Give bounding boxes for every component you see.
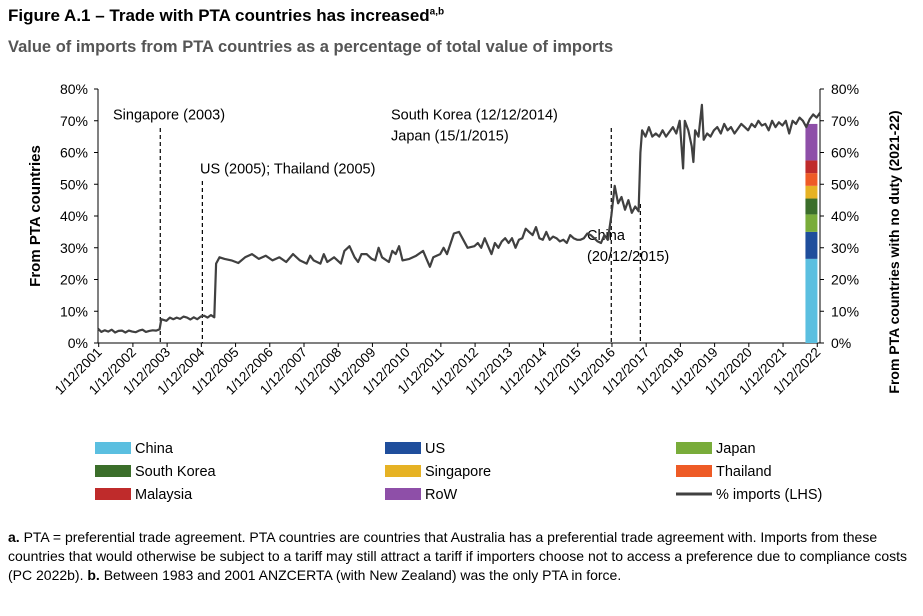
figure-subtitle: Value of imports from PTA countries as a… <box>8 38 614 56</box>
legend-swatch-us <box>385 442 421 454</box>
annotation-label: South Korea (12/12/2014) <box>391 107 558 123</box>
legend-label-row: RoW <box>425 487 458 503</box>
legend-swatch-singapore <box>385 465 421 477</box>
y-tick-label-right: 30% <box>831 240 859 256</box>
y-tick-label-left: 0% <box>68 335 88 351</box>
legend-label-singapore: Singapore <box>425 464 491 480</box>
legend-swatch-south-korea <box>95 465 131 477</box>
stacked-bar-group <box>805 123 818 343</box>
figure-title-text: Figure A.1 – Trade with PTA countries ha… <box>8 6 430 25</box>
y-tick-label-left: 10% <box>60 303 88 319</box>
annotation-label: US (2005); Thailand (2005) <box>200 161 375 177</box>
legend-label-malaysia: Malaysia <box>135 487 193 503</box>
y-tick-label-right: 20% <box>831 272 859 288</box>
y-tick-label-left: 70% <box>60 113 88 129</box>
y-tick-label-right: 0% <box>831 335 851 351</box>
legend-swatch-thailand <box>676 465 712 477</box>
legend-swatch-china <box>95 442 131 454</box>
y-tick-label-right: 70% <box>831 113 859 129</box>
figure-title: Figure A.1 – Trade with PTA countries ha… <box>8 6 444 26</box>
annotation-label: Japan (15/1/2015) <box>391 128 509 144</box>
chart: Singapore (2003) US (2005); Thailand (200… <box>27 81 902 503</box>
legend-label-south-korea: South Korea <box>135 464 217 480</box>
footnote-a-text: PTA = preferential trade agreement. PTA … <box>8 529 908 583</box>
legend-label-us: US <box>425 441 445 457</box>
y-tick-label-right: 40% <box>831 208 859 224</box>
legend-swatch-row <box>385 488 421 500</box>
annotations-group: Singapore (2003) US (2005); Thailand (200… <box>113 107 669 343</box>
footnote: a. PTA = preferential trade agreement. P… <box>8 528 913 585</box>
legend-label-japan: Japan <box>716 441 756 457</box>
y-tick-label-right: 50% <box>831 176 859 192</box>
y-tick-label-left: 60% <box>60 145 88 161</box>
bar-segment-singapore <box>805 185 818 199</box>
annotation-label: Singapore (2003) <box>113 107 225 123</box>
footnote-b-label: b. <box>87 567 100 583</box>
y-tick-label-left: 50% <box>60 176 88 192</box>
figure-title-superscript: a,b <box>429 6 445 18</box>
y-axis-title-right: From PTA countries with no duty (2021-22… <box>886 110 902 393</box>
bar-segment-thailand <box>805 173 818 186</box>
y-tick-label-left: 20% <box>60 272 88 288</box>
y-axis-title-left: From PTA countries <box>27 145 44 287</box>
y-tick-label-right: 10% <box>831 303 859 319</box>
footnote-b-text: Between 1983 and 2001 ANZCERTA (with New… <box>99 567 622 583</box>
bar-segment-south-korea <box>805 198 818 215</box>
legend-label--imports-lhs: % imports (LHS) <box>716 487 822 503</box>
legend-swatch-japan <box>676 442 712 454</box>
series-line-pta-imports <box>97 103 821 334</box>
y-tick-label-right: 60% <box>831 145 859 161</box>
bar-segment-china <box>805 258 818 343</box>
bar-segment-japan <box>805 214 818 232</box>
legend-label-china: China <box>135 441 174 457</box>
legend-label-thailand: Thailand <box>716 464 772 480</box>
y-tick-label-left: 80% <box>60 81 88 97</box>
bar-segment-row <box>805 123 818 161</box>
legend: China US Japan South Korea Singapore Thailand… <box>95 441 822 503</box>
chart-axes <box>94 88 824 347</box>
y-tick-label-left: 40% <box>60 208 88 224</box>
y-tick-label-left: 30% <box>60 240 88 256</box>
bar-segment-malaysia <box>805 160 818 174</box>
bar-segment-us <box>805 231 818 259</box>
line-series-group <box>97 103 821 334</box>
y-tick-label-right: 80% <box>831 81 859 97</box>
legend-swatch-malaysia <box>95 488 131 500</box>
footnote-a-label: a. <box>8 529 20 545</box>
annotation-label: (20/12/2015) <box>587 249 669 265</box>
